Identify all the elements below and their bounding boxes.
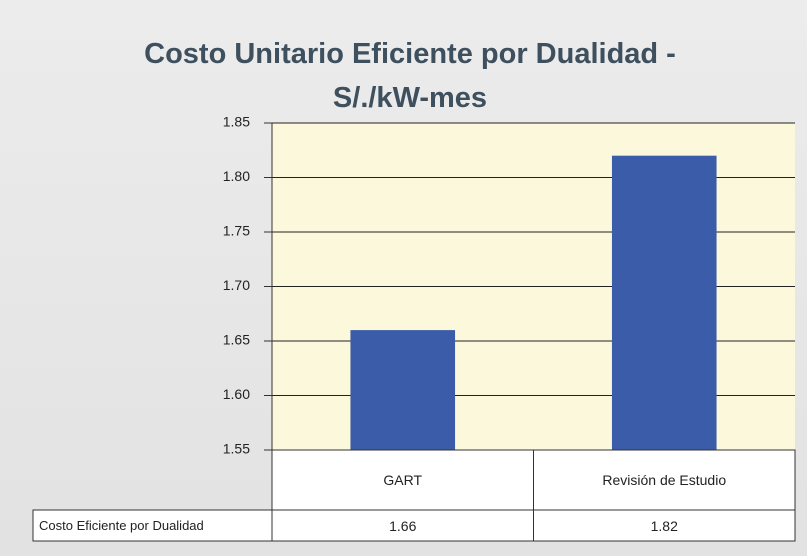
- y-tick-label: 1.55: [223, 441, 250, 457]
- chart-title: Costo Unitario Eficiente por Dualidad - …: [144, 38, 676, 114]
- bar: [350, 330, 456, 450]
- table-row-bg: [32, 509, 796, 542]
- data-table-value: 1.66: [389, 517, 417, 534]
- y-tick-label: 1.65: [223, 332, 250, 348]
- y-tick-label: 1.75: [223, 223, 250, 239]
- y-tick-label: 1.80: [223, 168, 250, 184]
- bar: [611, 155, 717, 450]
- y-tick-label: 1.60: [223, 386, 250, 402]
- y-tick-label: 1.70: [223, 277, 250, 293]
- category-label: Revisión de Estudio: [602, 472, 727, 488]
- legend-entry: Costo Eficiente por Dualidad: [39, 517, 204, 533]
- data-table-value: 1.82: [650, 517, 678, 534]
- category-label: GART: [383, 472, 423, 488]
- y-tick-label: 1.85: [223, 114, 250, 130]
